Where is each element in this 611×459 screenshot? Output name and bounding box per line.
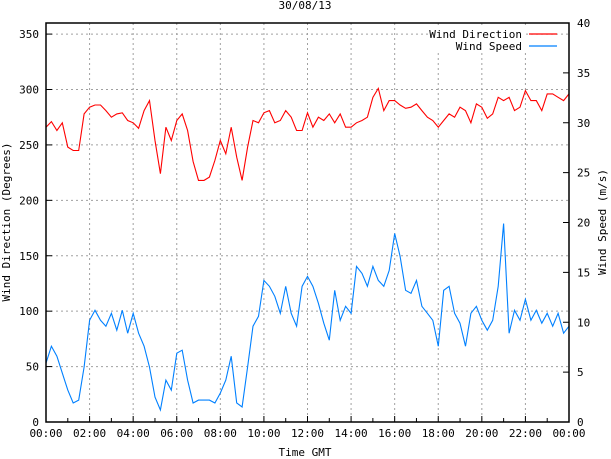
legend-label-speed: Wind Speed	[456, 40, 522, 53]
x-tick-label: 12:00	[291, 427, 324, 440]
x-tick-label: 22:00	[509, 427, 542, 440]
y-left-tick-label: 350	[19, 28, 39, 41]
x-tick-label: 00:00	[552, 427, 585, 440]
y-axis-right-label: Wind Speed (m/s)	[596, 169, 609, 275]
x-tick-label: 18:00	[422, 427, 455, 440]
y-left-tick-label: 250	[19, 139, 39, 152]
wind-speed-line	[45, 223, 570, 412]
y-right-tick-label: 15	[577, 266, 590, 279]
y-right-tick-label: 20	[577, 217, 590, 230]
y-right-tick-label: 5	[577, 366, 584, 379]
y-left-tick-label: 300	[19, 84, 39, 97]
y-right-tick-label: 40	[577, 17, 590, 30]
legend: Wind Direction Wind Speed	[429, 27, 557, 53]
y-left-tick-label: 200	[19, 194, 39, 207]
y-right-tick-label: 25	[577, 167, 590, 180]
x-tick-label: 08:00	[204, 427, 237, 440]
x-tick-label: 10:00	[247, 427, 280, 440]
x-tick-label: 02:00	[73, 427, 106, 440]
x-axis-label: Time GMT	[279, 446, 332, 459]
chart-title: 30/08/13	[279, 0, 332, 12]
y-left-tick-label: 0	[32, 416, 39, 429]
grid-lines	[46, 23, 569, 422]
x-tick-label: 04:00	[117, 427, 150, 440]
y-axis-left-label: Wind Direction (Degrees)	[0, 143, 13, 302]
x-tick-label: 06:00	[160, 427, 193, 440]
wind-direction-line	[45, 86, 570, 181]
tick-labels: 00:00 02:00 04:00 06:00 08:00 10:00 12:00 14:00…	[19, 17, 590, 440]
y-right-tick-label: 10	[577, 316, 590, 329]
y-right-tick-label: 30	[577, 117, 590, 130]
x-tick-label: 16:00	[378, 427, 411, 440]
y-left-tick-label: 50	[26, 361, 39, 374]
x-tick-label: 20:00	[465, 427, 498, 440]
plot-frame	[45, 22, 570, 423]
legend-label-direction: Wind Direction	[429, 28, 522, 41]
y-left-tick-label: 150	[19, 250, 39, 263]
y-left-tick-label: 100	[19, 305, 39, 318]
legend-background	[434, 27, 526, 51]
series-lines	[45, 86, 570, 412]
y-right-tick-label: 35	[577, 67, 590, 80]
y-right-tick-label: 0	[577, 416, 584, 429]
axis-ticks	[45, 22, 570, 423]
x-tick-label: 14:00	[335, 427, 368, 440]
x-tick-label: 00:00	[29, 427, 62, 440]
